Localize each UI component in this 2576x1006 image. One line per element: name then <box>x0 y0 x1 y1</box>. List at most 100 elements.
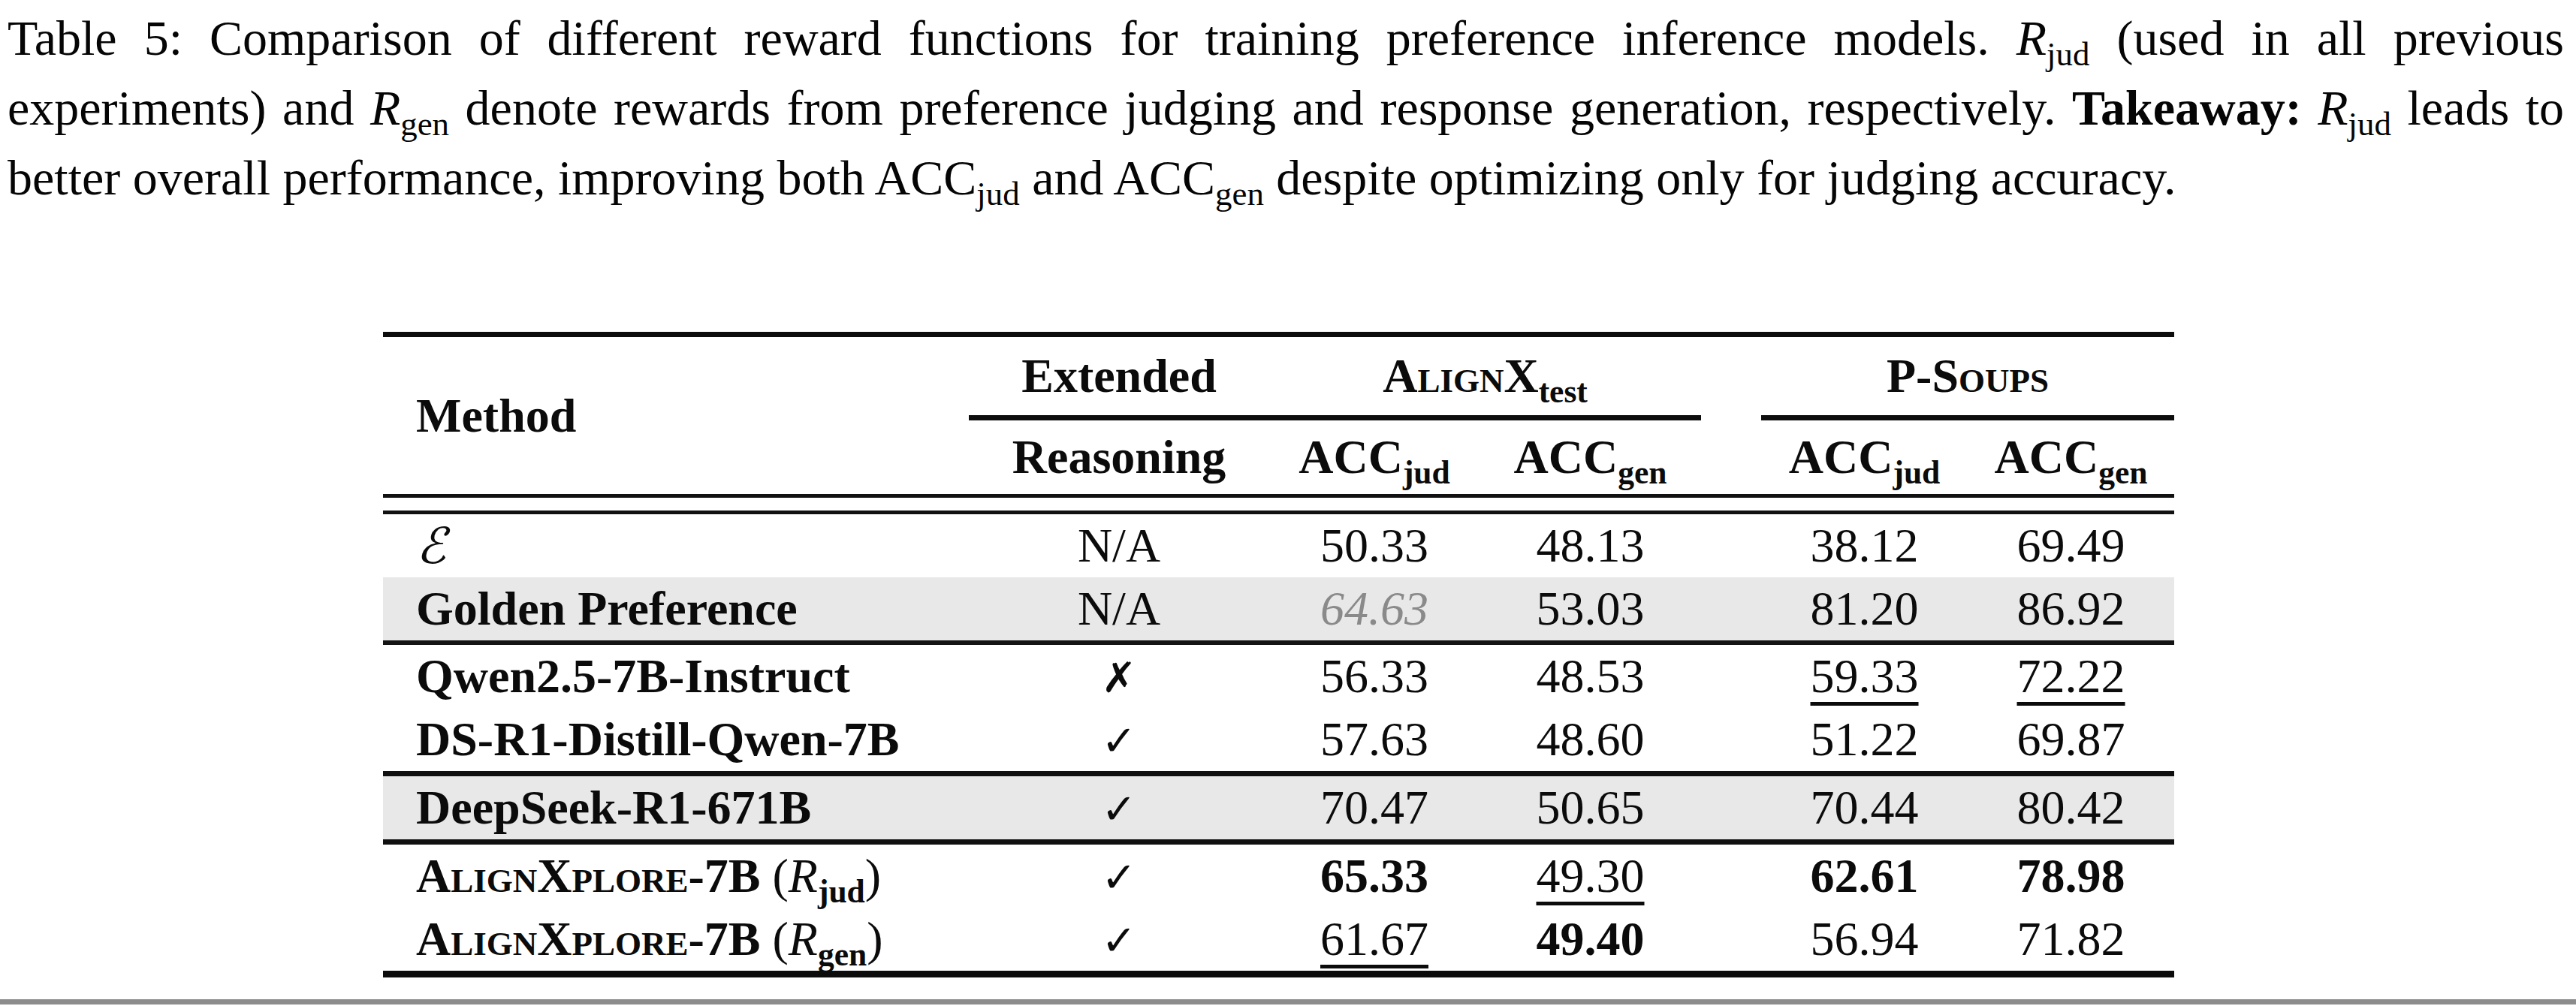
acc-sub-gen: gen <box>1618 454 1667 490</box>
acc-sub-jud: jud <box>1403 454 1450 490</box>
column-header-acc-jud: ACCjud <box>1269 418 1480 496</box>
acc-value-cell: 59.33 <box>1761 643 1968 708</box>
acc-value-cell: 48.13 <box>1480 513 1701 578</box>
group-header-alignx-sub: test <box>1539 373 1588 409</box>
table-row: DS-R1-Distill-Qwen-7B ✓ 57.63 48.60 51.2… <box>383 708 2174 774</box>
table-row: Golden Preference N/A 64.63 53.03 81.20 … <box>383 577 2174 643</box>
paren: ) <box>865 849 881 902</box>
acc-value-cell: 48.60 <box>1480 708 1701 774</box>
checkmark-icon: ✓ <box>1102 853 1137 902</box>
column-header-acc-gen: ACCgen <box>1480 418 1701 496</box>
column-gap <box>1701 335 1761 496</box>
acc-label: ACC <box>1514 430 1618 483</box>
extended-reasoning-cell: ✓ <box>969 708 1269 774</box>
column-header-reasoning: Reasoning <box>969 418 1269 496</box>
acc-sub-jud: jud <box>1893 454 1940 490</box>
math-r: R <box>789 912 818 965</box>
caption-text: denote rewards from preference judging a… <box>449 80 2072 135</box>
extended-reasoning-cell: N/A <box>969 577 1269 643</box>
acc-value-cell: 49.40 <box>1480 908 1701 974</box>
method-cell: Qwen2.5-7B-Instruct <box>383 643 969 708</box>
extended-reasoning-cell: ✓ <box>969 774 1269 842</box>
model-name: AlignXplore-7B <box>416 849 760 902</box>
method-cell: DS-R1-Distill-Qwen-7B <box>383 708 969 774</box>
math-r: R <box>789 849 818 902</box>
method-cell: DeepSeek-R1-671B <box>383 774 969 842</box>
acc-value-cell: 49.30 <box>1480 842 1701 908</box>
reward-subscript: jud <box>818 873 865 909</box>
acc-value-cell: 64.63 <box>1269 577 1480 643</box>
underlined-value: 61.67 <box>1320 912 1428 965</box>
caption-takeaway-label: Takeaway: <box>2072 80 2318 135</box>
acc-value-cell: 69.87 <box>1968 708 2174 774</box>
column-gap <box>1701 708 1761 774</box>
acc-value-cell: 86.92 <box>1968 577 2174 643</box>
extended-reasoning-cell: N/A <box>969 513 1269 578</box>
group-header-psoups: P-Soups <box>1761 335 2174 418</box>
column-header-acc-jud: ACCjud <box>1761 418 1968 496</box>
caption-subscript: jud <box>2047 35 2089 73</box>
group-header-alignx-test: AlignXtest <box>1269 335 1701 418</box>
table-row: DeepSeek-R1-671B ✓ 70.47 50.65 70.44 80.… <box>383 774 2174 842</box>
script-e-symbol: ℰ <box>416 517 446 575</box>
method-cell: AlignXplore-7B (Rjud) <box>383 842 969 908</box>
paren: ( <box>760 849 788 902</box>
underlined-value: 72.22 <box>2017 649 2125 703</box>
acc-value-cell: 62.61 <box>1761 842 1968 908</box>
column-header-extended: Extended <box>969 335 1269 418</box>
acc-label: ACC <box>1995 430 2099 483</box>
caption-subscript: gen <box>1215 175 1264 212</box>
acc-value-cell: 70.44 <box>1761 774 1968 842</box>
cross-icon: ✗ <box>1102 653 1137 702</box>
acc-value-cell: 51.22 <box>1761 708 1968 774</box>
acc-value-cell: 71.82 <box>1968 908 2174 974</box>
acc-value-cell: 69.49 <box>1968 513 2174 578</box>
acc-label: ACC <box>1789 430 1893 483</box>
column-gap <box>1701 643 1761 708</box>
acc-value-cell: 72.22 <box>1968 643 2174 708</box>
column-header-acc-gen: ACCgen <box>1968 418 2174 496</box>
caption-text: Table 5: Comparison of different reward … <box>8 11 2016 65</box>
acc-value-cell: 48.53 <box>1480 643 1701 708</box>
acc-value-cell: 70.47 <box>1269 774 1480 842</box>
header-double-rule-gap <box>383 496 2174 513</box>
checkmark-icon: ✓ <box>1102 916 1137 965</box>
caption-subscript: jud <box>976 175 1019 212</box>
table-row: Qwen2.5-7B-Instruct ✗ 56.33 48.53 59.33 … <box>383 643 2174 708</box>
muted-value: 64.63 <box>1320 582 1428 635</box>
acc-value-cell: 57.63 <box>1269 708 1480 774</box>
acc-value-cell: 61.67 <box>1269 908 1480 974</box>
caption-math-r: R <box>370 80 400 135</box>
acc-sub-gen: gen <box>2098 454 2147 490</box>
table-row: AlignXplore-7B (Rjud) ✓ 65.33 49.30 62.6… <box>383 842 2174 908</box>
acc-value-cell: 53.03 <box>1480 577 1701 643</box>
column-gap <box>1701 513 1761 578</box>
extended-reasoning-cell: ✓ <box>969 908 1269 974</box>
table-row: AlignXplore-7B (Rgen) ✓ 61.67 49.40 56.9… <box>383 908 2174 974</box>
method-cell: AlignXplore-7B (Rgen) <box>383 908 969 974</box>
acc-value-cell: 78.98 <box>1968 842 2174 908</box>
page-bottom-divider <box>0 999 2576 1004</box>
underlined-value: 49.30 <box>1537 849 1645 902</box>
acc-value-cell: 65.33 <box>1269 842 1480 908</box>
table-caption: Table 5: Comparison of different reward … <box>8 3 2564 212</box>
column-header-method: Method <box>383 335 969 496</box>
underlined-value: 59.33 <box>1811 649 1919 703</box>
table-row: ℰ N/A 50.33 48.13 38.12 69.49 <box>383 513 2174 578</box>
acc-value-cell: 56.94 <box>1761 908 1968 974</box>
caption-subscript: jud <box>2348 105 2391 143</box>
column-gap <box>1701 908 1761 974</box>
method-cell: ℰ <box>383 513 969 578</box>
paren: ( <box>760 912 788 965</box>
acc-value-cell: 50.33 <box>1269 513 1480 578</box>
column-gap <box>1701 842 1761 908</box>
acc-value-cell: 56.33 <box>1269 643 1480 708</box>
checkmark-icon: ✓ <box>1102 785 1137 833</box>
extended-reasoning-cell: ✓ <box>969 842 1269 908</box>
caption-text: despite optimizing only for judging accu… <box>1264 150 2176 205</box>
paren: ) <box>867 912 882 965</box>
caption-text: and ACC <box>1020 150 1215 205</box>
acc-value-cell: 81.20 <box>1761 577 1968 643</box>
acc-value-cell: 38.12 <box>1761 513 1968 578</box>
checkmark-icon: ✓ <box>1102 716 1137 765</box>
